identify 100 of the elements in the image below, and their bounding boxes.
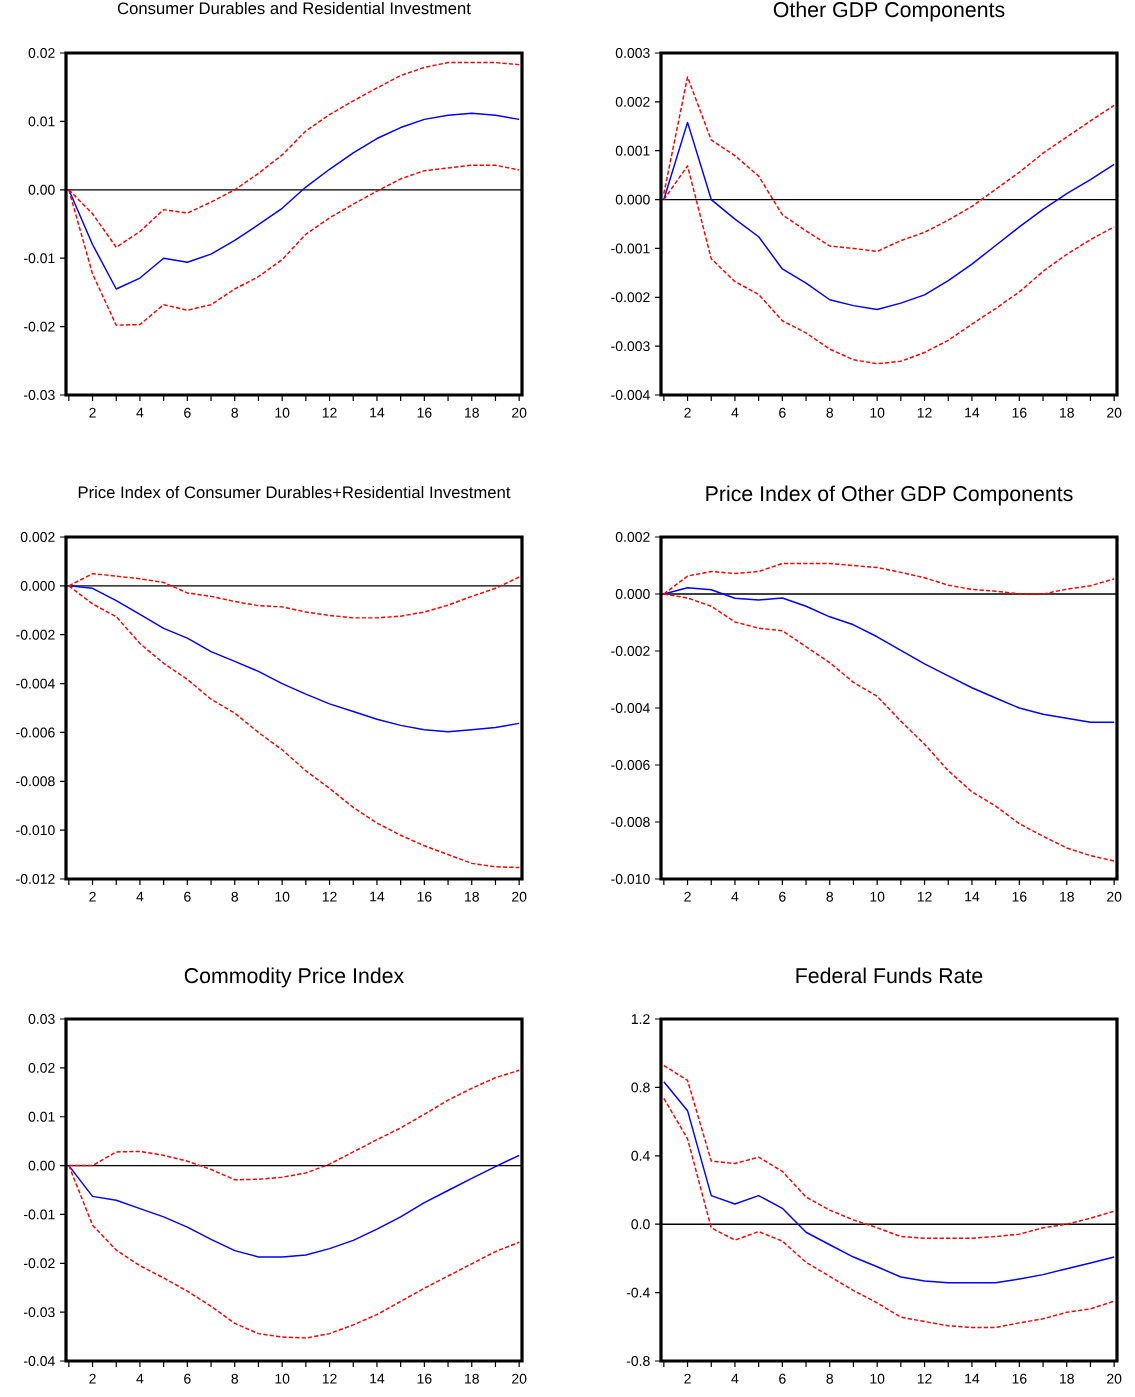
y-tick-label: -0.002 (611, 646, 650, 656)
y-tick-label: -0.002 (611, 292, 650, 303)
x-tick-label: 10 (275, 407, 290, 418)
x-tick-label: 6 (779, 1373, 786, 1384)
y-tick-label: 0.8 (631, 1082, 650, 1093)
y-tick-label: -0.02 (24, 321, 55, 332)
x-tick-label: 2 (684, 407, 691, 418)
x-tick-label: 12 (322, 407, 337, 418)
chart-title: Consumer Durables and Residential Investment (117, 1, 471, 15)
x-tick-label: 4 (731, 891, 739, 902)
y-tick-label: -0.006 (16, 727, 55, 738)
y-tick-label: 0.002 (20, 532, 55, 542)
chart-title: Commodity Price Index (184, 967, 404, 988)
y-tick-label: 0.02 (28, 1062, 55, 1073)
y-tick-label: -0.4 (626, 1287, 650, 1298)
y-tick-label: 0.002 (615, 532, 650, 542)
y-tick-label: -0.02 (24, 1258, 55, 1269)
y-tick-label: 0.000 (615, 194, 650, 205)
x-tick-label: 14 (965, 891, 980, 902)
x-tick-label: 12 (322, 891, 337, 902)
x-tick-label: 8 (826, 407, 834, 418)
x-tick-label: 10 (275, 891, 290, 902)
x-tick-label: 4 (136, 407, 144, 418)
x-tick-label: 16 (1012, 1373, 1027, 1384)
line-series (68, 1154, 520, 1258)
y-tick-label: -0.004 (16, 678, 55, 689)
y-tick-label: 0.02 (28, 48, 55, 58)
x-tick-label: 6 (184, 891, 191, 902)
y-tick-label: -0.008 (611, 817, 650, 827)
x-tick-label: 12 (322, 1373, 337, 1384)
y-tick-label: -0.004 (611, 390, 650, 400)
x-tick-label: 20 (512, 407, 527, 418)
y-tick-label: -0.003 (611, 341, 650, 352)
y-tick-label: 0.00 (28, 184, 55, 195)
x-tick-label: 10 (870, 891, 885, 902)
x-tick-label: 14 (370, 407, 385, 418)
x-tick-label: 8 (826, 1373, 834, 1384)
x-tick-label: 2 (89, 407, 96, 418)
x-tick-label: 6 (184, 407, 191, 418)
line-series (68, 585, 520, 733)
line-series (663, 165, 1115, 365)
x-tick-label: 16 (417, 1373, 432, 1384)
y-tick-label: -0.008 (16, 776, 55, 787)
x-tick-label: 10 (870, 407, 885, 418)
x-tick-label: 2 (89, 1373, 96, 1384)
x-tick-label: 12 (917, 1373, 932, 1384)
x-tick-label: 14 (370, 891, 385, 902)
y-tick-label: 1.2 (631, 1014, 650, 1024)
x-tick-label: 18 (1060, 891, 1074, 902)
y-tick-label: 0.000 (615, 589, 650, 599)
x-tick-label: 8 (231, 407, 239, 418)
y-tick-label: 0.00 (28, 1160, 55, 1171)
y-tick-label: -0.010 (611, 874, 650, 884)
y-tick-label: -0.012 (16, 874, 55, 884)
x-tick-label: 16 (1012, 891, 1027, 902)
line-series (68, 112, 520, 290)
x-tick-label: 6 (779, 891, 786, 902)
y-tick-label: 0.01 (28, 1111, 55, 1122)
x-tick-label: 4 (731, 407, 739, 418)
x-tick-label: 2 (89, 891, 96, 902)
line-series (663, 587, 1115, 723)
y-tick-label: -0.04 (24, 1356, 55, 1366)
y-tick-label: 0.4 (631, 1150, 650, 1161)
y-tick-label: 0.001 (615, 145, 650, 156)
x-tick-label: 18 (1060, 1373, 1074, 1384)
x-tick-label: 12 (917, 891, 932, 902)
y-tick-label: 0.003 (615, 48, 650, 58)
x-tick-label: 10 (870, 1373, 885, 1384)
x-tick-label: 16 (1012, 407, 1027, 418)
x-tick-label: 18 (465, 407, 479, 418)
x-tick-label: 16 (417, 407, 432, 418)
x-tick-label: 14 (370, 1373, 385, 1384)
chart-title: Price Index of Consumer Durables+Residential Investment (78, 485, 511, 499)
x-tick-label: 20 (512, 1373, 527, 1384)
x-tick-label: 20 (1107, 891, 1122, 902)
y-tick-label: 0.000 (20, 580, 55, 591)
y-tick-label: -0.006 (611, 760, 650, 770)
x-tick-label: 8 (231, 891, 239, 902)
y-tick-label: 0.01 (28, 116, 55, 127)
y-tick-label: -0.010 (16, 825, 55, 836)
x-tick-label: 18 (1060, 407, 1074, 418)
y-tick-label: -0.03 (24, 1307, 55, 1318)
y-tick-label: -0.001 (611, 243, 650, 254)
chart-title: Federal Funds Rate (796, 967, 983, 984)
y-tick-label: 0.03 (28, 1014, 55, 1024)
chart-title: Price Index of Other GDP Components (706, 485, 1073, 506)
x-tick-label: 14 (965, 1373, 980, 1384)
x-tick-label: 14 (965, 407, 980, 418)
x-tick-label: 6 (779, 407, 786, 418)
x-tick-label: 4 (136, 1373, 144, 1384)
y-tick-label: 0.002 (615, 96, 650, 107)
y-tick-label: 0.0 (631, 1219, 650, 1230)
y-tick-label: -0.03 (24, 390, 55, 400)
x-tick-label: 12 (917, 407, 932, 418)
y-tick-label: -0.8 (626, 1356, 650, 1366)
x-tick-label: 6 (184, 1373, 191, 1384)
chart-title: Other GDP Components (773, 1, 1005, 22)
x-tick-label: 4 (136, 891, 144, 902)
x-tick-label: 8 (231, 1373, 239, 1384)
y-tick-label: -0.01 (24, 1209, 55, 1220)
